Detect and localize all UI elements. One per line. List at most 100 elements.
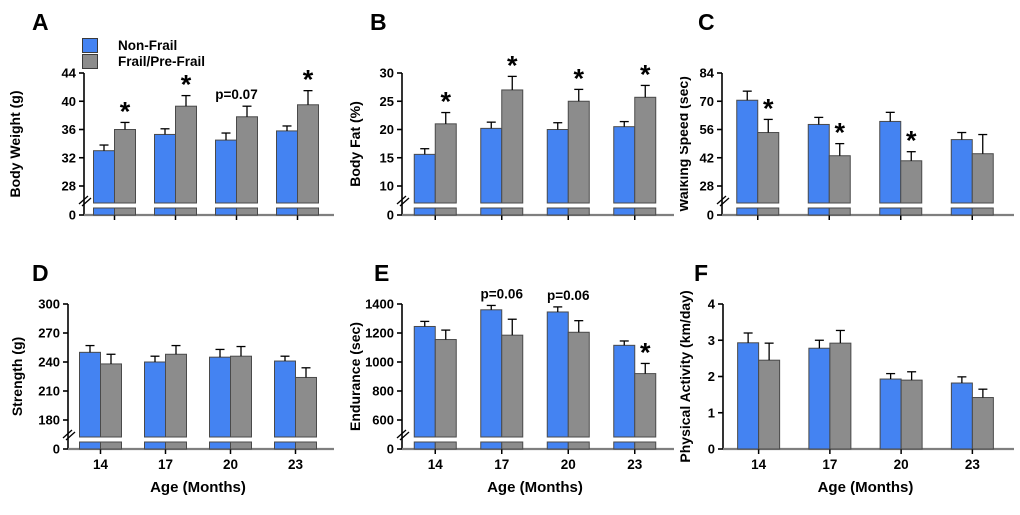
x-tick-label: 23 (627, 457, 643, 472)
significance-star: * (440, 87, 451, 117)
bar-stub-non-frail (613, 207, 636, 216)
x-tick-label: 14 (751, 457, 767, 472)
significance-star: * (834, 118, 845, 148)
bar-stub-non-frail (879, 207, 902, 216)
x-tick-label: 14 (93, 457, 109, 472)
axis-break-mark (65, 431, 76, 441)
panel-F: F Physical Activity (km/day) 0 1 2 3 4 14 17 20 23… (680, 257, 1020, 515)
bar-stub-frail (175, 207, 197, 216)
bar-stub-non-frail (613, 441, 636, 450)
significance-star: * (640, 337, 651, 367)
panel-E: E Endurance (sec) 0 600 800 1000 1200 1400 14 17 2… (340, 257, 680, 515)
bar-frail (175, 105, 197, 204)
y-tick-label: 1200 (365, 326, 394, 341)
significance-star: * (573, 63, 584, 93)
bar-stub-frail (501, 441, 524, 450)
y-tick-label: 240 (38, 355, 60, 370)
bar-non-frail (276, 130, 298, 204)
y-tick-label: 56 (700, 122, 714, 137)
p-value-label: p=0.06 (481, 286, 524, 301)
y-tick-label: 0 (708, 442, 715, 457)
bar-non-frail (413, 153, 436, 204)
bar-stub-non-frail (274, 441, 296, 450)
p-value-label: p=0.06 (547, 288, 590, 303)
bar-non-frail (879, 120, 902, 204)
bar-stub-frail (236, 207, 258, 216)
bar-non-frail (807, 123, 830, 204)
y-tick-label: 40 (62, 94, 76, 109)
legend-swatch-frail-icon (82, 54, 98, 69)
bar-stub-frail (297, 207, 319, 216)
bar-stub-non-frail (215, 207, 237, 216)
panel-letter-D: D (32, 260, 49, 286)
bar-frail (297, 104, 319, 204)
y-tick-label: 28 (62, 179, 76, 194)
bar-non-frail (154, 133, 176, 204)
axis-break-mark (396, 429, 407, 439)
bar-frail (114, 129, 136, 204)
legend: Non-Frail Frail/Pre-Frail (82, 38, 205, 69)
legend-label-non-frail: Non-Frail (118, 38, 178, 53)
bar-frail (829, 342, 852, 450)
significance-star: * (763, 93, 774, 123)
legend-swatch-non-frail-icon (82, 38, 98, 53)
bar-frail (828, 155, 851, 204)
x-tick-label: 20 (894, 457, 909, 472)
y-tick-label: 15 (380, 150, 394, 165)
bar-stub-frail (114, 207, 136, 216)
bar-non-frail (950, 139, 973, 204)
bar-stub-frail (434, 207, 457, 216)
axis-break-mark (399, 197, 410, 207)
panel-D-chart: D Strength (g) 0 180 210 240 270 300 14 17 20 23 Age… (9, 260, 334, 496)
bar-stub-frail (100, 441, 122, 450)
bar-stub-frail (567, 441, 590, 450)
significance-star: * (181, 70, 192, 100)
y-tick-label: 0 (707, 208, 714, 223)
bar-stub-non-frail (807, 207, 830, 216)
axis-break-mark (62, 429, 73, 439)
y-axis-title: Body Fat (%) (347, 101, 363, 187)
y-tick-label: 0 (387, 208, 394, 223)
legend-row-frail: Frail/Pre-Frail (82, 54, 205, 69)
x-tick-label: 23 (288, 457, 304, 472)
axis-break-mark (719, 197, 730, 207)
x-tick-label: 14 (428, 457, 444, 472)
bar-frail (236, 116, 258, 204)
y-tick-label: 1000 (365, 355, 394, 370)
bar-stub-frail (900, 207, 923, 216)
y-tick-label: 1400 (365, 297, 394, 312)
panel-letter-C: C (698, 9, 715, 35)
bar-stub-frail (634, 207, 657, 216)
bar-non-frail (79, 351, 101, 438)
bar-stub-non-frail (93, 207, 115, 216)
bar-stub-frail (434, 441, 457, 450)
significance-star: * (507, 50, 518, 80)
bar-non-frail (613, 344, 636, 438)
bar-non-frail (613, 126, 636, 204)
y-tick-label: 42 (700, 150, 714, 165)
bar-stub-non-frail (413, 207, 436, 216)
bar-frail (501, 89, 524, 204)
y-tick-label: 1 (708, 405, 715, 420)
bar-stub-non-frail (480, 207, 503, 216)
y-tick-label: 28 (700, 179, 714, 194)
bar-non-frail (480, 309, 503, 438)
bar-stub-frail (295, 441, 317, 450)
bar-stub-frail (634, 441, 657, 450)
y-axis-title: Strength (g) (9, 337, 25, 416)
significance-star: * (906, 126, 917, 156)
bar-frail (165, 353, 187, 438)
x-axis-title: Age (Months) (818, 479, 914, 496)
bar-frail (900, 160, 923, 204)
y-tick-label: 4 (708, 297, 716, 312)
bar-frail (100, 363, 122, 438)
panel-letter-A: A (32, 9, 49, 35)
bar-non-frail (737, 342, 760, 450)
bar-stub-frail (971, 207, 994, 216)
x-tick-label: 17 (822, 457, 837, 472)
panel-letter-F: F (694, 260, 708, 286)
bar-frail (567, 331, 590, 438)
bar-non-frail (413, 325, 436, 438)
axis-break-mark (81, 197, 92, 207)
